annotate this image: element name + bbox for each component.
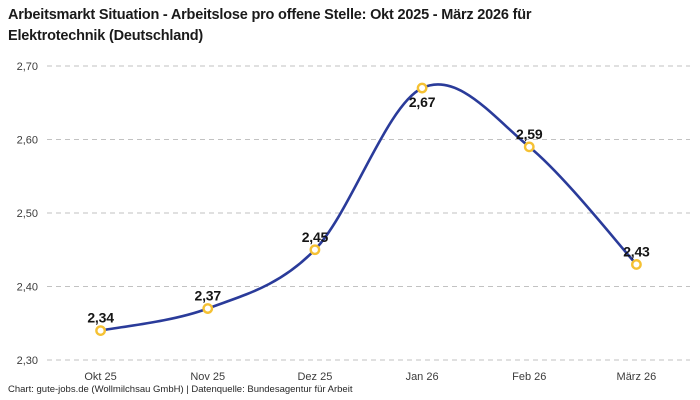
x-tick-label: Dez 25 — [297, 371, 332, 383]
y-tick-label: 2,30 — [17, 355, 38, 367]
chart-credit: Chart: gute-jobs.de (Wollmilchsau GmbH) … — [8, 384, 353, 395]
x-tick-label: Feb 26 — [512, 371, 546, 383]
chart-title-line-1: Arbeitsmarkt Situation - Arbeitslose pro… — [8, 7, 532, 23]
y-tick-label: 2,60 — [17, 135, 38, 147]
data-point-marker — [202, 303, 214, 314]
data-point-label: 2,43 — [623, 243, 650, 259]
chart-title-line-2: Elektrotechnik (Deutschland) — [8, 28, 204, 44]
chart-header: Arbeitsmarkt Situation - Arbeitslose pro… — [8, 5, 692, 47]
data-point-marker — [631, 259, 642, 270]
data-point-label: 2,34 — [87, 310, 114, 326]
data-point-marker — [309, 244, 321, 256]
x-tick-label: März 26 — [617, 371, 657, 383]
data-point-marker — [523, 141, 535, 153]
y-tick-label: 2,40 — [17, 282, 38, 294]
x-tick-label: Okt 25 — [84, 371, 116, 383]
x-tick-label: Jan 26 — [406, 371, 439, 383]
data-point-label: 2,45 — [302, 229, 329, 245]
y-tick-label: 2,50 — [17, 208, 38, 220]
data-point-marker — [95, 325, 106, 336]
data-line — [99, 83, 638, 332]
data-point-label: 2,37 — [195, 288, 222, 304]
data-point-label: 2,67 — [409, 94, 436, 110]
data-point-marker — [416, 82, 428, 94]
y-tick-label: 2,70 — [17, 61, 38, 73]
x-tick-label: Nov 25 — [190, 371, 225, 383]
data-point-label: 2,59 — [516, 126, 543, 142]
